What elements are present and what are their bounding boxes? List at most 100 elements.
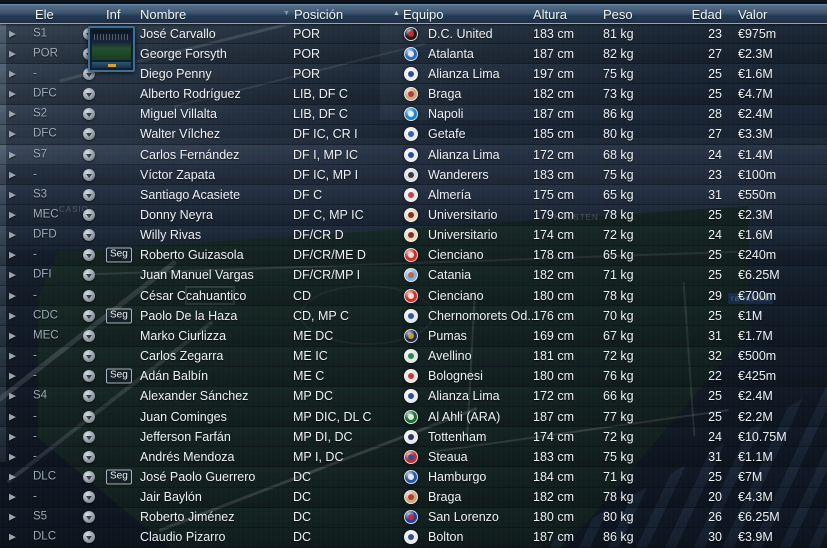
- row-expand-arrow-icon[interactable]: ▶: [9, 27, 16, 38]
- row-expand-arrow-icon[interactable]: ▶: [9, 491, 16, 502]
- quick-info-dropdown-icon[interactable]: [83, 88, 95, 101]
- quick-info-dropdown-icon[interactable]: [83, 491, 95, 504]
- quick-info-dropdown-icon[interactable]: [83, 188, 95, 201]
- row-expand-arrow-icon[interactable]: ▶: [9, 310, 16, 321]
- table-row[interactable]: ▶ CDC Seg Paolo De la Haza CD, MP C Cher…: [0, 306, 827, 327]
- table-row[interactable]: ▶ S5 Roberto Jiménez DC San Lorenzo 180 …: [0, 507, 827, 528]
- column-header-edad[interactable]: Edad: [691, 7, 722, 22]
- column-header-altura[interactable]: Altura: [533, 7, 567, 22]
- player-name[interactable]: José Paolo Guerrero: [140, 469, 256, 484]
- match-preview-thumbnail[interactable]: [88, 26, 135, 72]
- team-name[interactable]: Catania: [428, 268, 472, 283]
- row-expand-arrow-icon[interactable]: ▶: [9, 108, 16, 119]
- player-name[interactable]: George Forsyth: [140, 46, 227, 61]
- table-row[interactable]: ▶ - Seg Adán Balbín ME C Bolognesi 180 c…: [0, 366, 827, 387]
- table-row[interactable]: ▶ - Seg Roberto Guizasola DF/CR/ME D Cie…: [0, 245, 827, 266]
- team-name[interactable]: Chernomorets Od..: [428, 308, 535, 323]
- table-row[interactable]: ▶ S1 José Carvallo POR D.C. United 183 c…: [0, 24, 827, 45]
- quick-info-dropdown-icon[interactable]: [83, 329, 95, 342]
- quick-info-dropdown-icon[interactable]: [83, 430, 95, 443]
- team-name[interactable]: Almería: [428, 187, 472, 202]
- quick-info-dropdown-icon[interactable]: [83, 269, 95, 282]
- player-name[interactable]: Alberto Rodríguez: [140, 86, 241, 101]
- quick-info-dropdown-icon[interactable]: [83, 168, 95, 181]
- table-row[interactable]: ▶ - Diego Penny POR Alianza Lima 197 cm …: [0, 64, 827, 85]
- team-name[interactable]: Braga: [428, 489, 462, 504]
- quick-info-dropdown-icon[interactable]: [83, 531, 95, 544]
- player-name[interactable]: Claudio Pizarro: [140, 530, 226, 545]
- row-expand-arrow-icon[interactable]: ▶: [9, 48, 16, 59]
- player-name[interactable]: Roberto Jiménez: [140, 510, 235, 525]
- row-expand-arrow-icon[interactable]: ▶: [9, 451, 16, 462]
- team-name[interactable]: Avellino: [428, 348, 472, 363]
- player-name[interactable]: Carlos Fernández: [140, 147, 240, 162]
- team-name[interactable]: Pumas: [428, 328, 467, 343]
- quick-info-dropdown-icon[interactable]: [83, 148, 95, 161]
- table-row[interactable]: ▶ - Andrés Mendoza MP I, DC Steaua 183 c…: [0, 447, 827, 468]
- player-name[interactable]: Jefferson Farfán: [140, 429, 231, 444]
- table-row[interactable]: ▶ POR George Forsyth POR Atalanta 187 cm…: [0, 44, 827, 65]
- quick-info-dropdown-icon[interactable]: [83, 108, 95, 121]
- row-expand-arrow-icon[interactable]: ▶: [9, 88, 16, 99]
- column-header-nombre[interactable]: Nombre: [140, 7, 187, 22]
- table-row[interactable]: ▶ S2 Miguel Villalta LIB, DF C Napoli 18…: [0, 104, 827, 125]
- quick-info-dropdown-icon[interactable]: [83, 350, 95, 363]
- team-name[interactable]: D.C. United: [428, 26, 493, 41]
- row-expand-arrow-icon[interactable]: ▶: [9, 430, 16, 441]
- table-row[interactable]: ▶ S4 Alexander Sánchez MP DC Alianza Lim…: [0, 386, 827, 407]
- row-expand-arrow-icon[interactable]: ▶: [9, 189, 16, 200]
- column-header-posicion[interactable]: Posición: [294, 7, 344, 22]
- player-name[interactable]: Adán Balbín: [140, 368, 209, 383]
- table-row[interactable]: ▶ - Juan Cominges MP DIC, DL C Al Ahli (…: [0, 406, 827, 428]
- quick-info-dropdown-icon[interactable]: [83, 390, 95, 403]
- table-row[interactable]: ▶ DFI Juan Manuel Vargas DF/CR/MP I Cata…: [0, 265, 827, 287]
- player-name[interactable]: Willy Rivas: [140, 227, 202, 242]
- team-name[interactable]: Cienciano: [428, 288, 484, 303]
- quick-info-dropdown-icon[interactable]: [83, 309, 95, 322]
- player-name[interactable]: José Carvallo: [140, 26, 216, 41]
- player-name[interactable]: Miguel Villalta: [140, 106, 217, 121]
- quick-info-dropdown-icon[interactable]: [83, 289, 95, 302]
- player-name[interactable]: Juan Manuel Vargas: [140, 268, 254, 283]
- row-expand-arrow-icon[interactable]: ▶: [9, 148, 16, 159]
- team-name[interactable]: Bolognesi: [428, 368, 483, 383]
- team-name[interactable]: Alianza Lima: [428, 66, 500, 81]
- player-name[interactable]: Donny Neyra: [140, 207, 213, 222]
- table-row[interactable]: ▶ - Jefferson Farfán MP DI, DC Tottenham…: [0, 427, 827, 448]
- row-expand-arrow-icon[interactable]: ▶: [9, 289, 16, 300]
- team-name[interactable]: Alianza Lima: [428, 147, 500, 162]
- team-name[interactable]: Cienciano: [428, 248, 484, 263]
- player-name[interactable]: Jair Baylón: [140, 489, 202, 504]
- column-header-valor[interactable]: Valor: [738, 7, 768, 22]
- player-name[interactable]: Andrés Mendoza: [140, 449, 235, 464]
- quick-info-dropdown-icon[interactable]: [83, 249, 95, 262]
- table-row[interactable]: ▶ DFC Alberto Rodríguez LIB, DF C Braga …: [0, 84, 827, 105]
- team-name[interactable]: Bolton: [428, 530, 464, 545]
- player-name[interactable]: Walter Vílchez: [140, 127, 221, 142]
- team-name[interactable]: Alianza Lima: [428, 389, 500, 404]
- table-row[interactable]: ▶ - César Ccahuantico CD Cienciano 180 c…: [0, 286, 827, 307]
- team-name[interactable]: Braga: [428, 86, 462, 101]
- row-expand-arrow-icon[interactable]: ▶: [9, 128, 16, 139]
- quick-info-dropdown-icon[interactable]: [83, 410, 95, 423]
- row-expand-arrow-icon[interactable]: ▶: [9, 410, 16, 421]
- row-expand-arrow-icon[interactable]: ▶: [9, 390, 16, 401]
- table-row[interactable]: ▶ MEC Donny Neyra DF C, MP IC Universita…: [0, 205, 827, 226]
- team-name[interactable]: Getafe: [428, 127, 466, 142]
- row-expand-arrow-icon[interactable]: ▶: [9, 330, 16, 341]
- quick-info-dropdown-icon[interactable]: [83, 229, 95, 242]
- quick-info-dropdown-icon[interactable]: [83, 471, 95, 484]
- row-expand-arrow-icon[interactable]: ▶: [9, 350, 16, 361]
- team-name[interactable]: Wanderers: [428, 167, 489, 182]
- player-name[interactable]: César Ccahuantico: [140, 288, 247, 303]
- quick-info-dropdown-icon[interactable]: [83, 370, 95, 383]
- row-expand-arrow-icon[interactable]: ▶: [9, 229, 16, 240]
- team-name[interactable]: San Lorenzo: [428, 510, 499, 525]
- team-name[interactable]: Universitario: [428, 207, 498, 222]
- table-row[interactable]: ▶ DFD Willy Rivas DF/CR D Universitario …: [0, 225, 827, 246]
- table-row[interactable]: ▶ - Carlos Zegarra ME IC Avellino 181 cm…: [0, 346, 827, 367]
- row-expand-arrow-icon[interactable]: ▶: [9, 168, 16, 179]
- table-row[interactable]: ▶ - Jair Baylón DC Braga 182 cm 78 kg 20…: [0, 487, 827, 508]
- row-expand-arrow-icon[interactable]: ▶: [9, 370, 16, 381]
- player-name[interactable]: Santiago Acasiete: [140, 187, 241, 202]
